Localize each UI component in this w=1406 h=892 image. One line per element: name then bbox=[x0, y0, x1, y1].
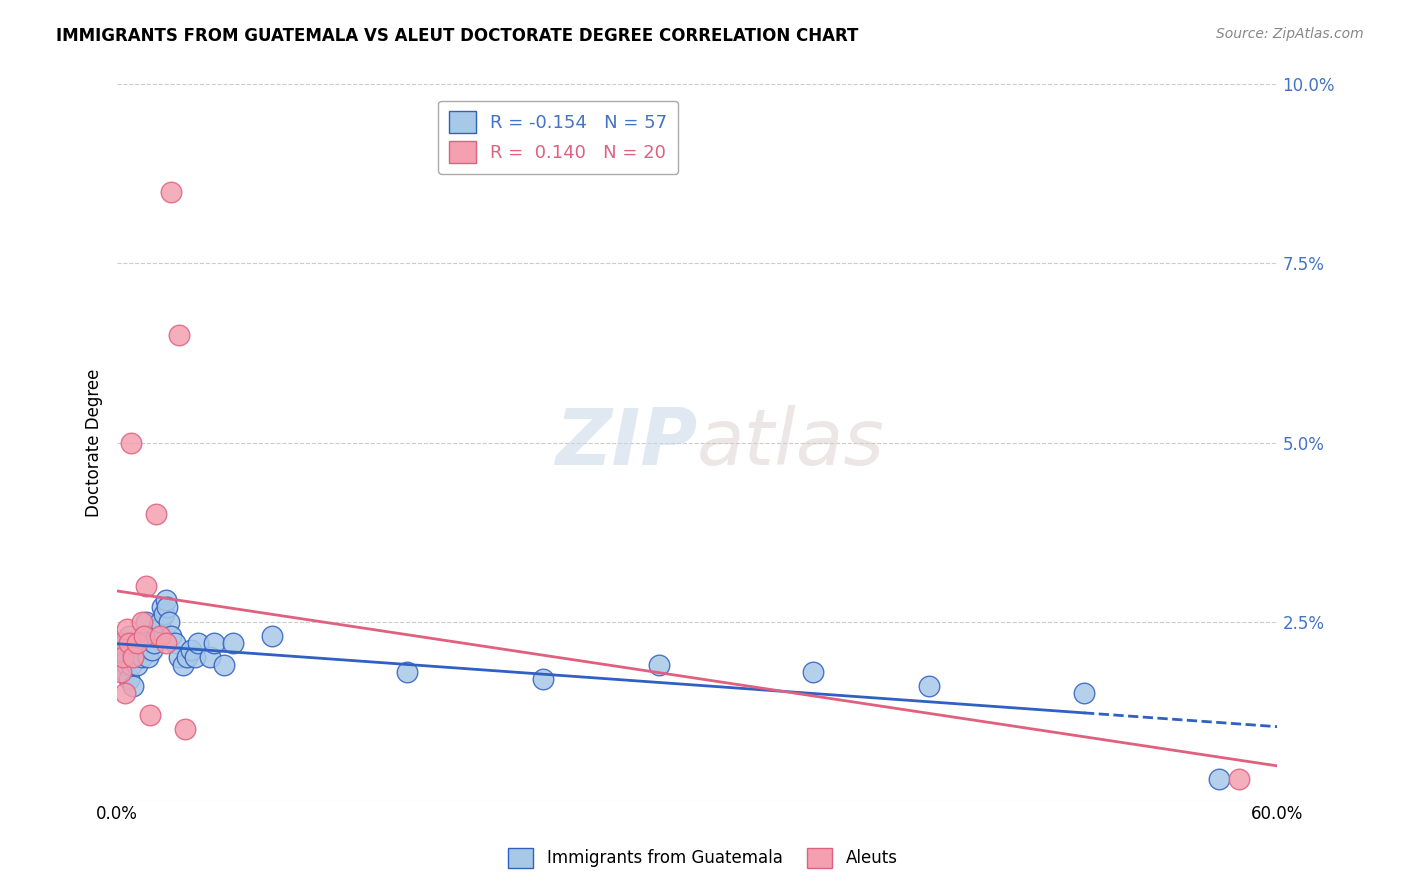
Text: ZIP: ZIP bbox=[555, 405, 697, 481]
Point bbox=[118, 636, 141, 650]
Point bbox=[114, 665, 136, 679]
Point bbox=[125, 643, 148, 657]
Point bbox=[183, 650, 205, 665]
Point bbox=[152, 607, 174, 622]
Point bbox=[157, 615, 180, 629]
Point bbox=[1227, 772, 1250, 786]
Point bbox=[139, 707, 162, 722]
Point bbox=[120, 657, 142, 672]
Point bbox=[118, 629, 141, 643]
Point bbox=[801, 665, 824, 679]
Point bbox=[115, 643, 138, 657]
Point bbox=[918, 679, 941, 693]
Point bbox=[1073, 686, 1095, 700]
Point bbox=[135, 615, 157, 629]
Point bbox=[141, 643, 163, 657]
Point bbox=[167, 328, 190, 343]
Point bbox=[176, 650, 198, 665]
Point bbox=[121, 650, 143, 665]
Point bbox=[115, 622, 138, 636]
Point bbox=[160, 629, 183, 643]
Point bbox=[115, 650, 138, 665]
Point bbox=[212, 657, 235, 672]
Point bbox=[531, 672, 554, 686]
Text: Source: ZipAtlas.com: Source: ZipAtlas.com bbox=[1216, 27, 1364, 41]
Point bbox=[124, 650, 146, 665]
Point bbox=[150, 600, 173, 615]
Point bbox=[156, 600, 179, 615]
Text: atlas: atlas bbox=[697, 405, 886, 481]
Point bbox=[145, 507, 167, 521]
Point bbox=[125, 636, 148, 650]
Point bbox=[134, 636, 156, 650]
Point bbox=[115, 657, 138, 672]
Point bbox=[120, 643, 142, 657]
Point bbox=[155, 593, 177, 607]
Point bbox=[131, 615, 153, 629]
Legend: R = -0.154   N = 57, R =  0.140   N = 20: R = -0.154 N = 57, R = 0.140 N = 20 bbox=[437, 101, 678, 174]
Point bbox=[139, 629, 162, 643]
Point bbox=[136, 650, 159, 665]
Point bbox=[135, 579, 157, 593]
Point bbox=[121, 679, 143, 693]
Point bbox=[396, 665, 419, 679]
Point bbox=[149, 629, 172, 643]
Point bbox=[108, 643, 131, 657]
Point bbox=[110, 636, 132, 650]
Point bbox=[110, 650, 132, 665]
Point bbox=[155, 636, 177, 650]
Point bbox=[111, 643, 134, 657]
Point bbox=[149, 615, 172, 629]
Point bbox=[146, 622, 169, 636]
Point bbox=[1208, 772, 1230, 786]
Point bbox=[111, 650, 134, 665]
Point bbox=[187, 636, 209, 650]
Point bbox=[111, 657, 134, 672]
Point bbox=[118, 672, 141, 686]
Point bbox=[647, 657, 669, 672]
Point bbox=[202, 636, 225, 650]
Point bbox=[222, 636, 245, 650]
Point bbox=[125, 657, 148, 672]
Point bbox=[108, 636, 131, 650]
Point bbox=[131, 650, 153, 665]
Point bbox=[114, 686, 136, 700]
Point bbox=[127, 636, 149, 650]
Point bbox=[260, 629, 283, 643]
Y-axis label: Doctorate Degree: Doctorate Degree bbox=[86, 368, 103, 516]
Point bbox=[114, 650, 136, 665]
Point bbox=[114, 636, 136, 650]
Point bbox=[172, 657, 194, 672]
Point bbox=[142, 636, 165, 650]
Point bbox=[160, 185, 183, 199]
Point bbox=[145, 629, 167, 643]
Point bbox=[198, 650, 221, 665]
Point bbox=[121, 636, 143, 650]
Point bbox=[110, 665, 132, 679]
Text: IMMIGRANTS FROM GUATEMALA VS ALEUT DOCTORATE DEGREE CORRELATION CHART: IMMIGRANTS FROM GUATEMALA VS ALEUT DOCTO… bbox=[56, 27, 859, 45]
Legend: Immigrants from Guatemala, Aleuts: Immigrants from Guatemala, Aleuts bbox=[502, 841, 904, 875]
Point bbox=[134, 629, 156, 643]
Point bbox=[173, 722, 195, 736]
Point bbox=[165, 636, 187, 650]
Point bbox=[129, 643, 152, 657]
Point bbox=[120, 435, 142, 450]
Point bbox=[167, 650, 190, 665]
Point bbox=[180, 643, 202, 657]
